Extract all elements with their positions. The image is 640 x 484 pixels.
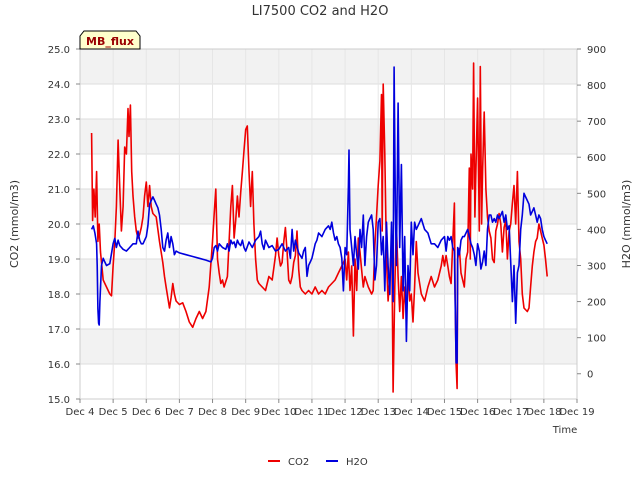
plot-band xyxy=(80,294,577,329)
y-right-tick-label: 200 xyxy=(587,298,606,309)
badge: MB_flux xyxy=(79,30,141,50)
plot-band xyxy=(80,119,577,154)
x-tick-label: Dec 4 xyxy=(66,407,95,418)
badge-box xyxy=(79,30,141,50)
x-tick-label: Dec 11 xyxy=(294,407,329,418)
y-right-tick-label: 100 xyxy=(587,334,606,345)
x-tick-label: Dec 17 xyxy=(493,407,528,418)
plot-band xyxy=(80,329,577,364)
x-tick-label: Dec 12 xyxy=(327,407,362,418)
x-axis-ticks: Dec 4 Dec 5 Dec 6 Dec 7 Dec 8 Dec 9 Dec 10Dec … xyxy=(66,399,595,418)
y-left-tick-label: 24.0 xyxy=(48,80,70,91)
legend-label-co2: CO2 xyxy=(288,457,309,468)
y-left-tick-label: 15.0 xyxy=(48,395,70,406)
y-right-tick-label: 300 xyxy=(587,261,606,272)
series-line-co2 xyxy=(90,62,548,393)
plot-band xyxy=(80,49,577,84)
y-left-tick-label: 23.0 xyxy=(48,115,70,126)
plot-band xyxy=(80,154,577,189)
series-line-h2o xyxy=(90,66,548,364)
series-layer xyxy=(90,62,548,393)
x-tick-label: Dec 15 xyxy=(427,407,462,418)
y-axis-left-ticks: 15.0 16.0 17.0 18.0 19.0 20.0 21.0 22.0 23.0 24.0… xyxy=(48,45,80,406)
plot-band xyxy=(80,189,577,224)
y-right-tick-label: 400 xyxy=(587,225,606,236)
plot-band xyxy=(80,364,577,399)
y-left-tick-label: 19.0 xyxy=(48,255,70,266)
x-tick-label: Dec 16 xyxy=(460,407,495,418)
badge-label: MB_flux xyxy=(86,35,134,48)
legend: CO2 H2O xyxy=(268,457,368,468)
chart-title: LI7500 CO2 and H2O xyxy=(252,4,389,19)
x-tick-label: Dec 10 xyxy=(261,407,296,418)
legend-label-h2o: H2O xyxy=(346,457,368,468)
plot-band xyxy=(80,84,577,119)
y-right-tick-label: 800 xyxy=(587,81,606,92)
y-left-tick-label: 22.0 xyxy=(48,150,70,161)
x-tick-label: Dec 7 xyxy=(165,407,194,418)
y-left-tick-label: 21.0 xyxy=(48,185,70,196)
x-tick-label: Dec 14 xyxy=(394,407,429,418)
x-tick-label: Dec 8 xyxy=(198,407,227,418)
x-tick-label: Dec 5 xyxy=(99,407,128,418)
x-tick-label: Dec 9 xyxy=(231,407,260,418)
x-tick-label: Dec 19 xyxy=(559,407,594,418)
y-right-tick-label: 500 xyxy=(587,189,606,200)
y-right-tick-label: 600 xyxy=(587,153,606,164)
x-tick-label: Dec 13 xyxy=(361,407,396,418)
y-axis-right-ticks: 0 100 200 300 400 500 600 700 800 900 xyxy=(577,45,606,381)
x-tick-label: Dec 6 xyxy=(132,407,161,418)
y-left-tick-label: 16.0 xyxy=(48,360,70,371)
y-axis-right-label: H2O (mmol/m3) xyxy=(620,180,633,269)
y-left-tick-label: 25.0 xyxy=(48,45,70,56)
y-right-tick-label: 700 xyxy=(587,117,606,128)
x-tick-label: Dec 18 xyxy=(526,407,561,418)
y-left-tick-label: 17.0 xyxy=(48,325,70,336)
y-axis-left-label: CO2 (mmol/m3) xyxy=(8,180,21,268)
y-left-tick-label: 18.0 xyxy=(48,290,70,301)
x-axis-label: Time xyxy=(552,425,577,436)
y-left-tick-label: 20.0 xyxy=(48,220,70,231)
y-right-tick-label: 0 xyxy=(587,370,593,381)
y-right-tick-label: 900 xyxy=(587,45,606,56)
